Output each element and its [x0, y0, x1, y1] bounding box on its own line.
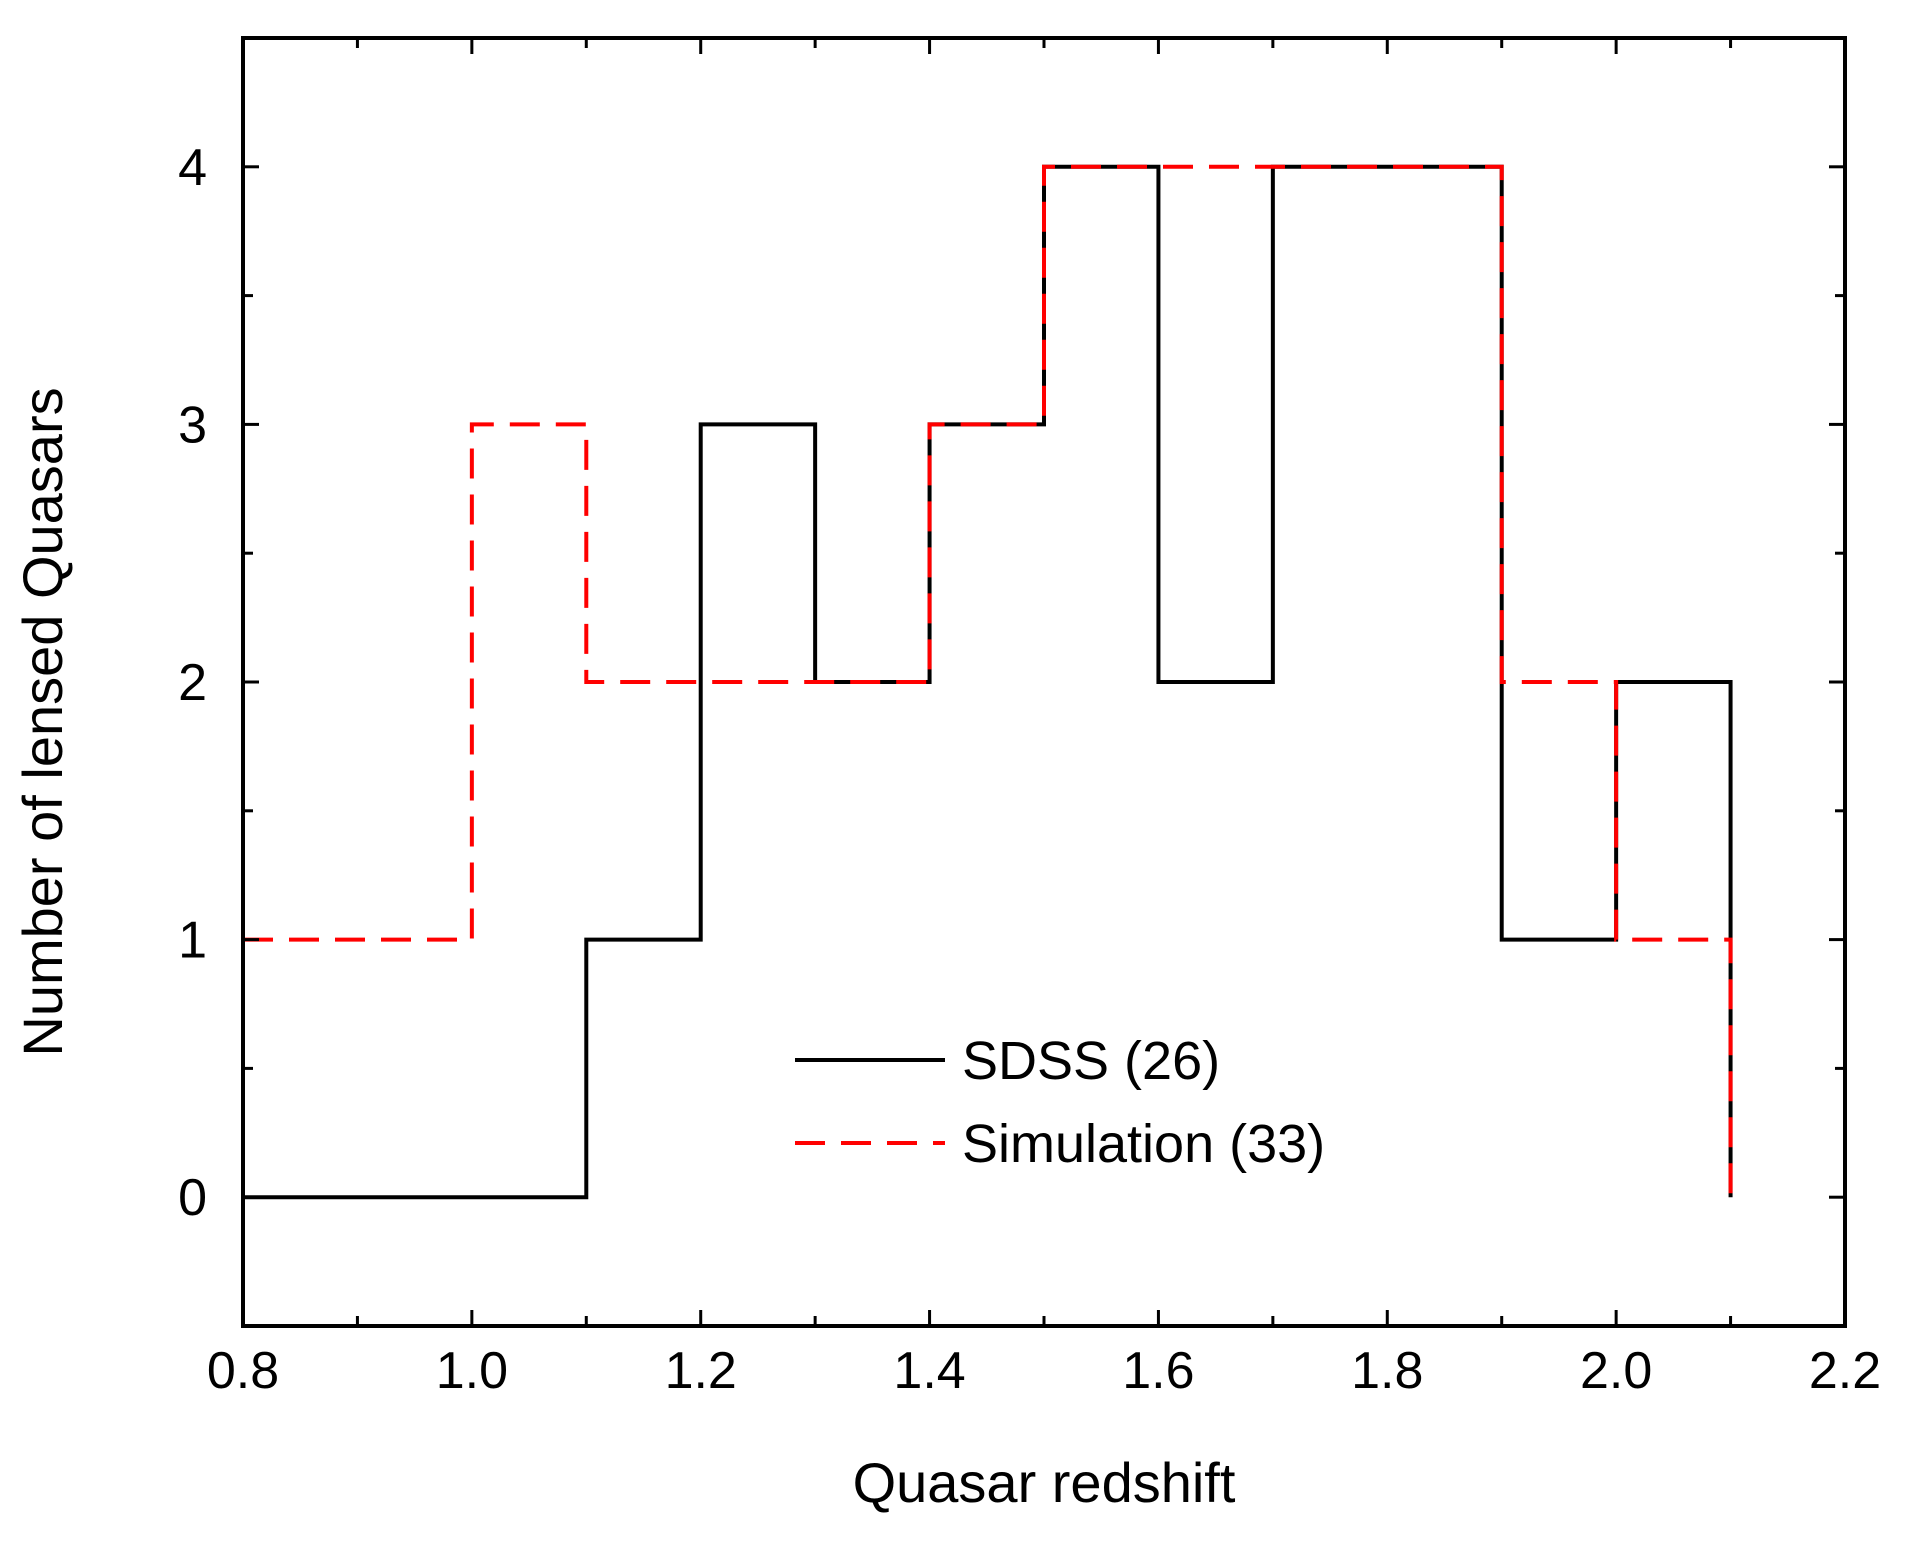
y-tick-label: 0: [178, 1169, 207, 1227]
tick-labels-layer: 0.8 1.0 1.2 1.4 1.6 1.8 2.0 2.2 0 1 2 3 4: [178, 139, 1881, 1400]
x-tick-label: 1.4: [893, 1342, 965, 1400]
x-tick-label: 1.2: [665, 1342, 737, 1400]
legend-label-sdss: SDSS (26): [962, 1031, 1220, 1091]
y-tick-label: 3: [178, 396, 207, 454]
x-tick-label: 1.0: [436, 1342, 508, 1400]
series-line-simulation: [243, 164, 1733, 1198]
y-tick-label: 1: [178, 912, 207, 970]
x-tick-label: 2.2: [1809, 1342, 1881, 1400]
x-tick-label: 0.8: [207, 1342, 279, 1400]
plot-frame: [241, 36, 1847, 1328]
x-axis-label: Quasar redshift: [853, 1451, 1236, 1514]
x-tick-label: 1.8: [1351, 1342, 1423, 1400]
x-tick-label: 1.6: [1122, 1342, 1194, 1400]
series-layer: [243, 164, 1733, 1200]
x-tick-label: 2.0: [1580, 1342, 1652, 1400]
y-tick-label: 4: [178, 139, 207, 197]
legend-label-simulation: Simulation (33): [962, 1114, 1325, 1174]
y-tick-label: 2: [178, 654, 207, 712]
y-axis-label: Number of lensed Quasars: [11, 387, 74, 1056]
legend: SDSS (26) Simulation (33): [795, 1031, 1325, 1174]
